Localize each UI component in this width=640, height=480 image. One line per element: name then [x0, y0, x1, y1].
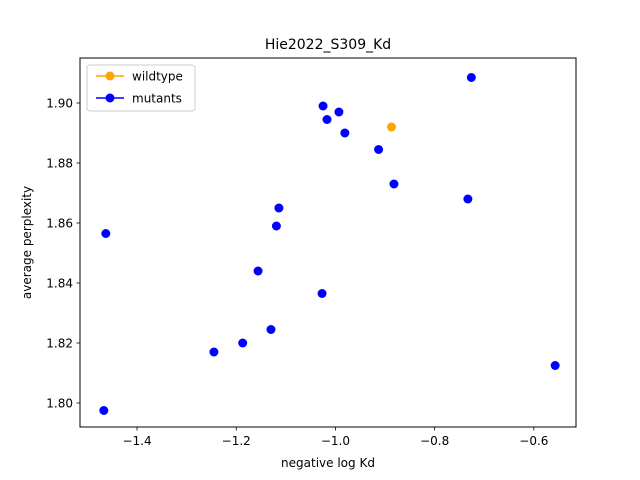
y-tick-label: 1.88 — [46, 157, 73, 171]
mutants-point — [318, 101, 328, 111]
data-points — [99, 73, 560, 415]
x-tick-label: −0.6 — [519, 434, 548, 448]
x-axis-label: negative log Kd — [281, 456, 375, 470]
mutants-point — [340, 128, 350, 138]
y-tick-label: 1.80 — [46, 397, 73, 411]
x-tick-label: −1.0 — [321, 434, 350, 448]
legend-wildtype-label: wildtype — [132, 70, 183, 84]
wildtype-point — [386, 122, 396, 132]
mutants-point — [271, 221, 281, 231]
mutants-point — [463, 194, 473, 204]
mutants-point — [317, 289, 327, 298]
mutants-point — [238, 338, 248, 348]
mutants-point — [101, 229, 111, 238]
y-tick-label: 1.86 — [46, 217, 73, 231]
mutants-point — [99, 406, 109, 415]
y-tick-label: 1.82 — [46, 337, 73, 351]
legend-mutants-label: mutants — [132, 92, 182, 106]
x-tick-label: −1.2 — [222, 434, 251, 448]
plot-frame — [79, 57, 577, 428]
mutants-point — [209, 347, 219, 357]
mutants-point — [550, 361, 560, 370]
x-tick-label: −0.8 — [420, 434, 449, 448]
chart-title: Hie2022_S309_Kd — [265, 37, 391, 53]
x-tick-label: −1.4 — [122, 434, 151, 448]
axis-ticks: −1.4 −1.2 −1.0 −0.8 −0.6 1.80 1.82 1.84 1.86 1.88… — [46, 97, 548, 449]
legend: wildtype mutants — [86, 64, 196, 112]
y-tick-label: 1.90 — [46, 97, 73, 111]
mutants-point — [466, 73, 476, 82]
legend-mutants-marker — [105, 93, 115, 103]
mutants-point — [266, 325, 276, 334]
mutants-point — [253, 266, 263, 276]
mutants-point — [389, 179, 399, 189]
y-tick-label: 1.84 — [46, 277, 73, 291]
mutants-point — [374, 145, 384, 154]
y-axis-label: average perplexity — [20, 186, 34, 299]
mutants-point — [274, 203, 284, 213]
mutants-point — [334, 107, 344, 117]
legend-wildtype-marker — [105, 71, 115, 81]
mutants-point — [322, 115, 332, 124]
